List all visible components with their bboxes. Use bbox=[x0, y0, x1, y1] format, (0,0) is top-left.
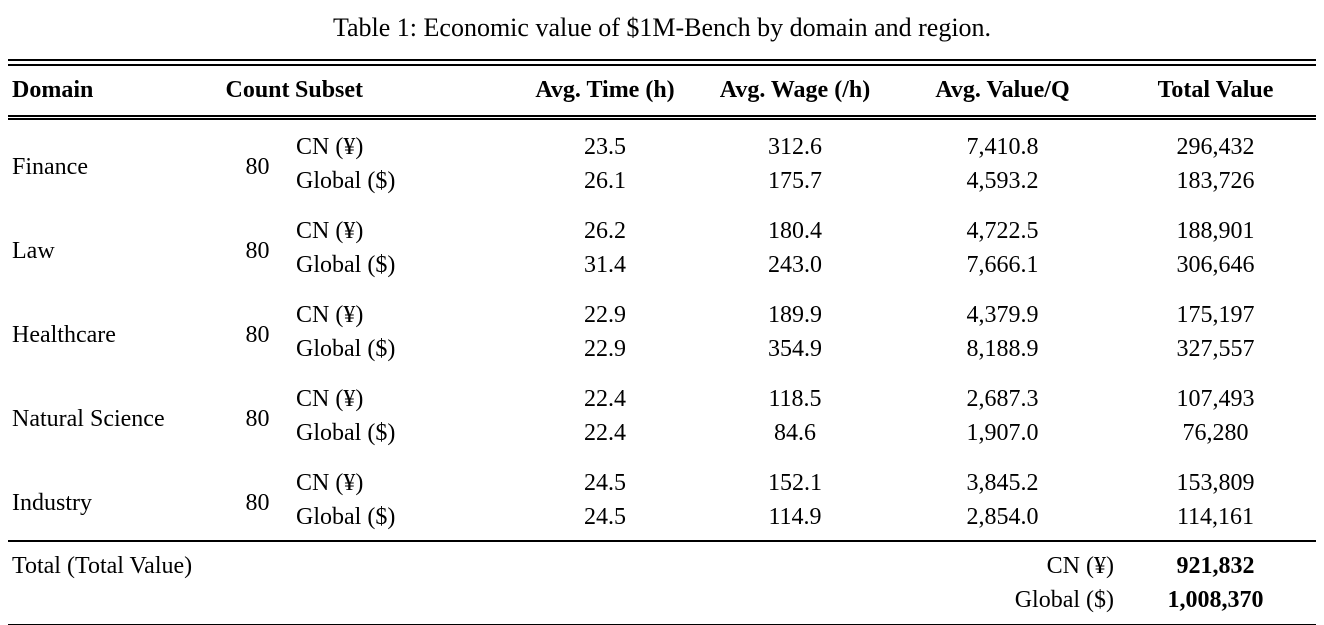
table-caption: Table 1: Economic value of $1M-Bench by … bbox=[332, 13, 992, 42]
avg-time-cell: 22.9 bbox=[584, 302, 626, 328]
subset-cell: CN (¥) bbox=[296, 302, 364, 328]
avg-wage-cell: 118.5 bbox=[768, 386, 822, 412]
avg-wage-cell: 180.4 bbox=[768, 218, 822, 244]
col-header-avg-time: Avg. Time (h) bbox=[510, 59, 700, 120]
total-value-global: 1,008,370 bbox=[1115, 583, 1316, 625]
avg-time-cell: 22.4 bbox=[584, 420, 626, 446]
avg-value-q-cell: 2,687.3 bbox=[966, 386, 1039, 412]
avg-wage-cell: 84.6 bbox=[774, 420, 816, 446]
avg-wage-cell: 114.9 bbox=[768, 504, 822, 530]
total-value-cell: 327,557 bbox=[1176, 336, 1255, 362]
subset-cell: Global ($) bbox=[296, 504, 396, 530]
avg-value-q-cell: 7,666.1 bbox=[966, 252, 1039, 278]
count-cell: 80 bbox=[245, 322, 270, 348]
domain-cell: Natural Science bbox=[12, 406, 165, 432]
avg-wage-cell: 152.1 bbox=[768, 470, 822, 496]
total-value-cell: 153,809 bbox=[1176, 470, 1255, 496]
table-row: Finance 80 CN (¥) 23.5 312.6 7,410.8 296… bbox=[8, 118, 1316, 180]
col-header-domain: Domain bbox=[8, 59, 220, 120]
avg-value-q-cell: 3,845.2 bbox=[966, 470, 1039, 496]
avg-value-q-cell: 4,593.2 bbox=[966, 168, 1039, 194]
avg-wage-cell: 243.0 bbox=[768, 252, 822, 278]
col-header-subset: Subset bbox=[295, 59, 510, 120]
col-header-count: Count bbox=[220, 59, 295, 120]
avg-wage-cell: 175.7 bbox=[768, 168, 822, 194]
subset-cell: CN (¥) bbox=[296, 134, 364, 160]
subset-cell: CN (¥) bbox=[296, 218, 364, 244]
table-row: Law 80 CN (¥) 26.2 180.4 4,722.5 188,901 bbox=[8, 204, 1316, 264]
avg-time-cell: 22.4 bbox=[584, 386, 626, 412]
table-header-row: Domain Count Subset Avg. Time (h) Avg. W… bbox=[8, 59, 1316, 120]
avg-value-q-cell: 4,379.9 bbox=[966, 302, 1039, 328]
count-cell: 80 bbox=[245, 490, 270, 516]
domain-group-finance: Finance 80 CN (¥) 23.5 312.6 7,410.8 296… bbox=[8, 118, 1316, 205]
avg-value-q-cell: 2,854.0 bbox=[966, 504, 1039, 530]
subset-cell: CN (¥) bbox=[296, 470, 364, 496]
table-row: Natural Science 80 CN (¥) 22.4 118.5 2,6… bbox=[8, 372, 1316, 432]
total-label-spacer bbox=[8, 583, 890, 625]
subset-cell: Global ($) bbox=[296, 336, 396, 362]
col-header-avg-value-q: Avg. Value/Q bbox=[890, 59, 1115, 120]
table-row: Global ($) 31.4 243.0 7,666.1 306,646 bbox=[8, 248, 1316, 288]
total-value-cell: 183,726 bbox=[1176, 168, 1255, 194]
table-row: Industry 80 CN (¥) 24.5 152.1 3,845.2 15… bbox=[8, 456, 1316, 516]
table-row: Global ($) 24.5 114.9 2,854.0 114,161 bbox=[8, 500, 1316, 541]
subset-cell: Global ($) bbox=[296, 168, 396, 194]
table-total-section: Total (Total Value) CN (¥) 921,832 Globa… bbox=[8, 540, 1316, 625]
domain-group-healthcare: Healthcare 80 CN (¥) 22.9 189.9 4,379.9 … bbox=[8, 288, 1316, 372]
avg-time-cell: 26.1 bbox=[584, 168, 626, 194]
col-header-total-value: Total Value bbox=[1115, 59, 1316, 120]
total-subset-global: Global ($) bbox=[890, 583, 1115, 625]
avg-time-cell: 22.9 bbox=[584, 336, 626, 362]
table-row: Global ($) 26.1 175.7 4,593.2 183,726 bbox=[8, 164, 1316, 204]
avg-value-q-cell: 8,188.9 bbox=[966, 336, 1039, 362]
total-value-cell: 306,646 bbox=[1176, 252, 1255, 278]
total-value-cell: 107,493 bbox=[1176, 386, 1255, 412]
table-row: Healthcare 80 CN (¥) 22.9 189.9 4,379.9 … bbox=[8, 288, 1316, 348]
total-value-cell: 188,901 bbox=[1176, 218, 1255, 244]
count-cell: 80 bbox=[245, 154, 270, 180]
avg-time-cell: 24.5 bbox=[584, 504, 626, 530]
total-value-cell: 114,161 bbox=[1176, 504, 1255, 530]
domain-cell: Industry bbox=[12, 490, 92, 516]
domain-cell: Law bbox=[12, 238, 55, 264]
total-value-cn: 921,832 bbox=[1115, 540, 1316, 583]
total-value-cell: 175,197 bbox=[1176, 302, 1255, 328]
total-value-cell: 296,432 bbox=[1176, 134, 1255, 160]
avg-value-q-cell: 7,410.8 bbox=[966, 134, 1039, 160]
domain-group-natural-science: Natural Science 80 CN (¥) 22.4 118.5 2,6… bbox=[8, 372, 1316, 456]
col-header-avg-wage: Avg. Wage (/h) bbox=[700, 59, 890, 120]
domain-group-industry: Industry 80 CN (¥) 24.5 152.1 3,845.2 15… bbox=[8, 456, 1316, 541]
avg-value-q-cell: 1,907.0 bbox=[966, 420, 1039, 446]
avg-time-cell: 24.5 bbox=[584, 470, 626, 496]
total-row-cn: Total (Total Value) CN (¥) 921,832 bbox=[8, 540, 1316, 583]
avg-time-cell: 26.2 bbox=[584, 218, 626, 244]
subset-cell: CN (¥) bbox=[296, 386, 364, 412]
total-value-cell: 76,280 bbox=[1182, 420, 1249, 446]
economic-value-table: Domain Count Subset Avg. Time (h) Avg. W… bbox=[8, 59, 1316, 625]
avg-wage-cell: 354.9 bbox=[768, 336, 822, 362]
domain-group-law: Law 80 CN (¥) 26.2 180.4 4,722.5 188,901… bbox=[8, 204, 1316, 288]
domain-cell: Healthcare bbox=[12, 322, 116, 348]
count-cell: 80 bbox=[245, 406, 270, 432]
subset-cell: Global ($) bbox=[296, 252, 396, 278]
total-row-global: Global ($) 1,008,370 bbox=[8, 583, 1316, 625]
avg-value-q-cell: 4,722.5 bbox=[966, 218, 1039, 244]
total-label: Total (Total Value) bbox=[8, 540, 890, 583]
table-row: Global ($) 22.9 354.9 8,188.9 327,557 bbox=[8, 332, 1316, 372]
avg-wage-cell: 312.6 bbox=[768, 134, 822, 160]
avg-wage-cell: 189.9 bbox=[768, 302, 822, 328]
domain-cell: Finance bbox=[12, 154, 88, 180]
total-subset-cn: CN (¥) bbox=[890, 540, 1115, 583]
avg-time-cell: 23.5 bbox=[584, 134, 626, 160]
avg-time-cell: 31.4 bbox=[584, 252, 626, 278]
count-cell: 80 bbox=[245, 238, 270, 264]
table-row: Global ($) 22.4 84.6 1,907.0 76,280 bbox=[8, 416, 1316, 456]
subset-cell: Global ($) bbox=[296, 420, 396, 446]
